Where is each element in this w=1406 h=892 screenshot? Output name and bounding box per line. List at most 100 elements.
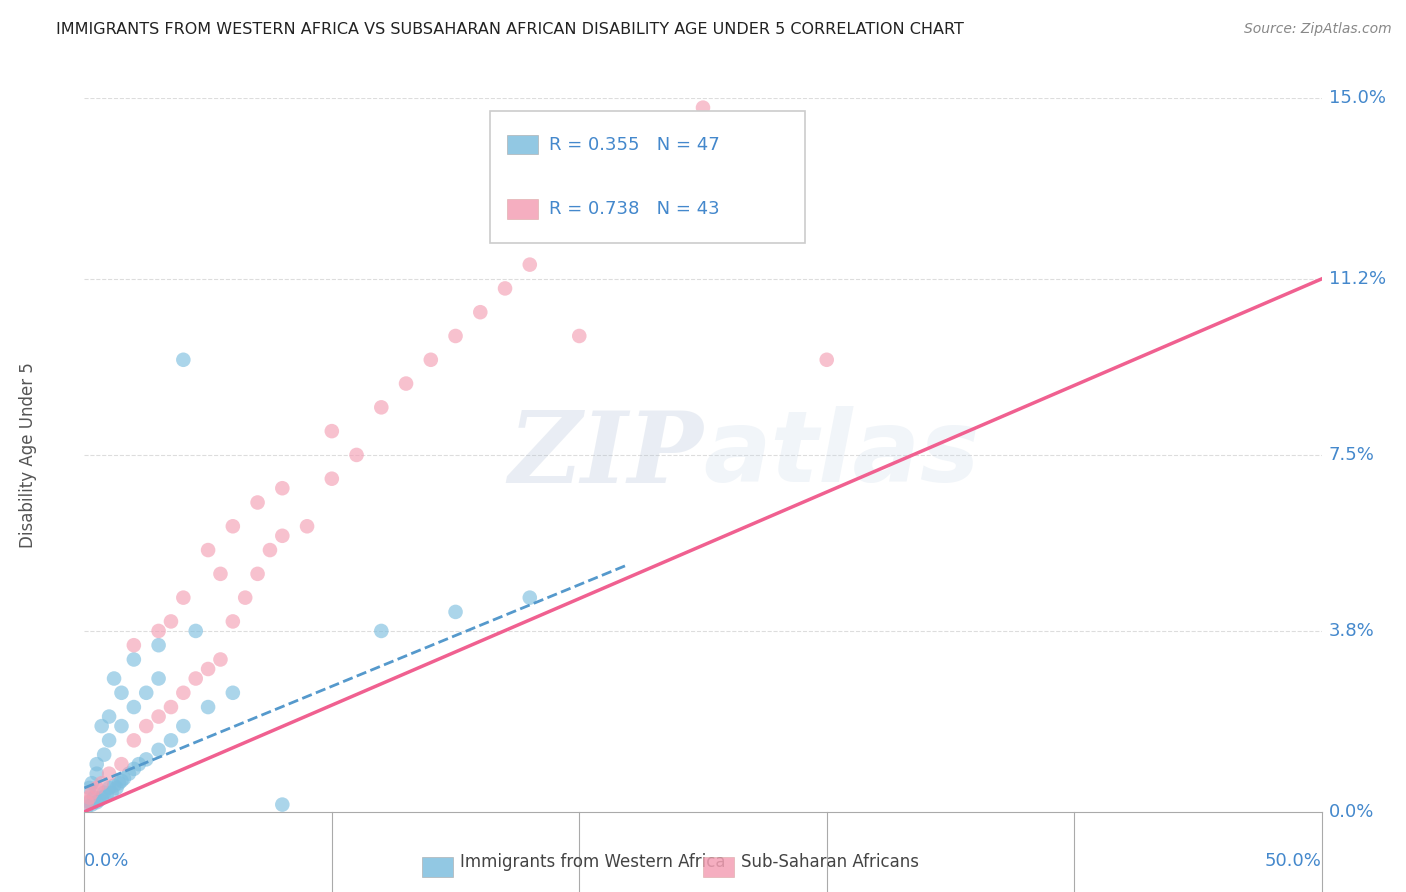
Point	[79, 795, 101, 809]
Point	[160, 733, 183, 747]
Point	[96, 788, 118, 802]
Point	[110, 757, 132, 772]
Text: 0.0%: 0.0%	[84, 852, 129, 870]
Point	[148, 672, 170, 686]
Point	[80, 797, 103, 812]
Point	[444, 329, 467, 343]
Point	[271, 797, 294, 812]
Point	[295, 519, 318, 533]
Point	[93, 786, 115, 800]
Point	[321, 472, 343, 486]
Point	[222, 615, 245, 629]
Point	[692, 101, 714, 115]
Point	[395, 376, 418, 391]
Text: ZIP: ZIP	[508, 407, 703, 503]
Point	[76, 795, 98, 809]
Point	[222, 519, 245, 533]
Point	[100, 786, 122, 800]
Point	[172, 686, 194, 700]
Point	[160, 700, 183, 714]
Point	[98, 733, 121, 747]
Point	[108, 776, 131, 790]
Point	[103, 672, 125, 686]
Text: R = 0.738   N = 43: R = 0.738 N = 43	[548, 200, 720, 218]
Text: 0.0%: 0.0%	[1329, 803, 1374, 821]
Text: R = 0.355   N = 47: R = 0.355 N = 47	[548, 136, 720, 153]
Point	[122, 762, 145, 776]
Point	[118, 766, 141, 780]
Text: Immigrants from Western Africa: Immigrants from Western Africa	[460, 853, 725, 871]
Point	[370, 624, 392, 638]
Point	[86, 766, 108, 780]
Point	[519, 258, 541, 272]
Text: Disability Age Under 5: Disability Age Under 5	[20, 362, 37, 548]
Point	[494, 281, 516, 295]
Text: Source: ZipAtlas.com: Source: ZipAtlas.com	[1244, 22, 1392, 37]
Point	[172, 352, 194, 367]
Point	[98, 780, 121, 795]
Point	[80, 776, 103, 790]
Point	[135, 752, 157, 766]
Point	[105, 780, 128, 795]
Point	[83, 790, 105, 805]
Point	[98, 709, 121, 723]
Point	[112, 772, 135, 786]
Point	[76, 800, 98, 814]
Text: 7.5%: 7.5%	[1329, 446, 1375, 464]
Point	[122, 700, 145, 714]
Point	[209, 652, 232, 666]
Point	[90, 776, 112, 790]
Point	[80, 786, 103, 800]
Point	[122, 652, 145, 666]
Point	[86, 780, 108, 795]
Point	[110, 719, 132, 733]
Point	[246, 495, 269, 509]
Point	[93, 747, 115, 762]
Point	[184, 624, 207, 638]
Point	[419, 352, 441, 367]
Point	[444, 605, 467, 619]
Point	[148, 709, 170, 723]
Point	[86, 795, 108, 809]
Point	[519, 591, 541, 605]
Text: Sub-Saharan Africans: Sub-Saharan Africans	[741, 853, 920, 871]
Point	[122, 638, 145, 652]
Point	[148, 638, 170, 652]
Point	[89, 793, 111, 807]
Text: 3.8%: 3.8%	[1329, 622, 1375, 640]
Point	[568, 329, 591, 343]
Point	[172, 719, 194, 733]
Point	[370, 401, 392, 415]
Point	[160, 615, 183, 629]
Point	[815, 352, 838, 367]
Point	[271, 481, 294, 495]
Point	[98, 766, 121, 780]
Point	[346, 448, 368, 462]
Point	[259, 543, 281, 558]
Point	[110, 686, 132, 700]
Point	[172, 591, 194, 605]
Text: IMMIGRANTS FROM WESTERN AFRICA VS SUBSAHARAN AFRICAN DISABILITY AGE UNDER 5 CORR: IMMIGRANTS FROM WESTERN AFRICA VS SUBSAH…	[56, 22, 965, 37]
Point	[246, 566, 269, 581]
Point	[321, 424, 343, 438]
Point	[90, 719, 112, 733]
Point	[222, 686, 245, 700]
Point	[148, 743, 170, 757]
Point	[79, 790, 101, 805]
Point	[470, 305, 492, 319]
Text: 15.0%: 15.0%	[1329, 89, 1386, 107]
Point	[197, 700, 219, 714]
Point	[122, 733, 145, 747]
Point	[209, 566, 232, 581]
Point	[135, 719, 157, 733]
Point	[128, 757, 150, 772]
Point	[103, 779, 125, 793]
Point	[233, 591, 256, 605]
Point	[148, 624, 170, 638]
Point	[86, 757, 108, 772]
Point	[135, 686, 157, 700]
Text: 11.2%: 11.2%	[1329, 270, 1386, 288]
Point	[79, 780, 101, 795]
Point	[271, 529, 294, 543]
Text: 50.0%: 50.0%	[1265, 852, 1322, 870]
